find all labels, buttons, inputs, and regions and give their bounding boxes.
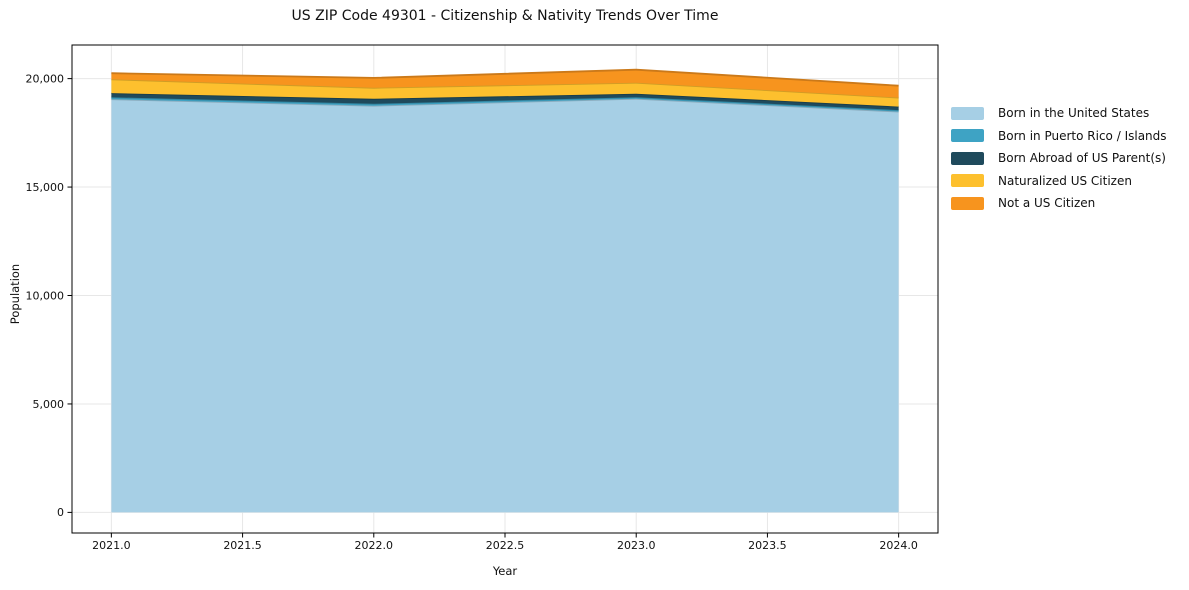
area-not-a-us-citizen <box>111 69 899 98</box>
legend-swatch-icon <box>951 174 984 188</box>
legend-swatch-icon <box>951 151 984 165</box>
x-axis-label: Year <box>492 564 518 578</box>
y-tick-label: 10,000 <box>26 289 65 302</box>
legend-label: Naturalized US Citizen <box>998 173 1132 188</box>
x-tick-label: 2023.0 <box>617 539 656 552</box>
x-tick-label: 2021.0 <box>92 539 131 552</box>
x-tick-label: 2023.5 <box>748 539 787 552</box>
area-edge-not-a-us-citizen <box>111 68 899 87</box>
y-axis-label: Population <box>8 263 22 325</box>
legend-swatch-icon <box>951 196 984 210</box>
area-born-in-the-united-states <box>111 98 899 513</box>
x-tick-label: 2024.0 <box>879 539 918 552</box>
legend-item-not-a-us-citizen: Not a US Citizen <box>951 192 1167 215</box>
x-tick-label: 2021.5 <box>223 539 262 552</box>
legend: Born in the United States Born in Puerto … <box>951 102 1167 215</box>
legend-swatch-icon <box>951 129 984 143</box>
legend-label: Born in Puerto Rico / Islands <box>998 128 1167 143</box>
legend-label: Born in the United States <box>998 106 1150 121</box>
y-tick-label: 20,000 <box>26 72 65 85</box>
legend-item-naturalized-us-citizen: Naturalized US Citizen <box>951 170 1167 193</box>
legend-item-born-in-puerto-rico-islands: Born in Puerto Rico / Islands <box>951 125 1167 148</box>
legend-label: Born Abroad of US Parent(s) <box>998 151 1166 166</box>
y-tick-label: 15,000 <box>26 181 65 194</box>
legend-item-born-abroad-of-us-parent-s: Born Abroad of US Parent(s) <box>951 147 1167 170</box>
y-tick-label: 0 <box>57 506 64 519</box>
legend-item-born-in-the-united-states: Born in the United States <box>951 102 1167 125</box>
x-tick-label: 2022.5 <box>486 539 525 552</box>
legend-swatch-icon <box>951 106 984 120</box>
x-tick-label: 2022.0 <box>355 539 394 552</box>
y-tick-label: 5,000 <box>33 398 65 411</box>
legend-label: Not a US Citizen <box>998 196 1096 211</box>
chart-title: US ZIP Code 49301 - Citizenship & Nativi… <box>291 8 719 24</box>
